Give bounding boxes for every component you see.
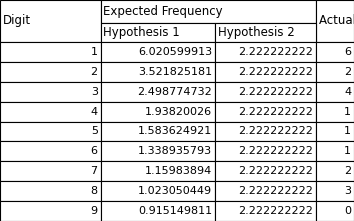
Text: 2: 2 (91, 67, 98, 77)
Bar (101, 0, 316, 23)
Bar (0, 42, 101, 62)
Bar (0, 181, 101, 201)
Text: 8: 8 (91, 186, 98, 196)
Text: 1.15983894: 1.15983894 (145, 166, 212, 176)
Text: 3.521825181: 3.521825181 (138, 67, 212, 77)
Text: 2.222222222: 2.222222222 (238, 186, 313, 196)
Text: 5: 5 (91, 126, 98, 137)
Text: 2.222222222: 2.222222222 (238, 166, 313, 176)
Bar (101, 42, 215, 62)
Bar (101, 161, 215, 181)
Text: 7: 7 (91, 166, 98, 176)
Text: 6.020599913: 6.020599913 (138, 47, 212, 57)
Text: 2: 2 (344, 166, 351, 176)
Bar (101, 122, 215, 141)
Text: 1: 1 (344, 107, 351, 117)
Text: 6: 6 (91, 146, 98, 156)
Bar (316, 42, 354, 62)
Text: 1.338935793: 1.338935793 (138, 146, 212, 156)
Bar (101, 141, 215, 161)
Bar (101, 102, 215, 122)
Bar (316, 181, 354, 201)
Bar (101, 82, 215, 102)
Bar (0, 141, 101, 161)
Text: 0: 0 (344, 206, 351, 216)
Bar (215, 201, 316, 221)
Bar (215, 122, 316, 141)
Text: 2.222222222: 2.222222222 (238, 67, 313, 77)
Text: 2.222222222: 2.222222222 (238, 206, 313, 216)
Text: 1: 1 (91, 47, 98, 57)
Text: 6: 6 (344, 47, 351, 57)
Text: 4: 4 (344, 87, 351, 97)
Text: Expected Frequency: Expected Frequency (103, 5, 223, 18)
Bar (316, 161, 354, 181)
Bar (101, 23, 215, 42)
Text: 4: 4 (91, 107, 98, 117)
Text: 3: 3 (344, 186, 351, 196)
Text: 9: 9 (91, 206, 98, 216)
Bar (215, 42, 316, 62)
Bar (316, 82, 354, 102)
Text: 2.222222222: 2.222222222 (238, 126, 313, 137)
Bar (316, 0, 354, 42)
Bar (215, 23, 316, 42)
Bar (316, 62, 354, 82)
Bar (215, 161, 316, 181)
Bar (0, 0, 101, 42)
Text: Hypothesis 1: Hypothesis 1 (103, 26, 180, 39)
Bar (316, 201, 354, 221)
Text: 2.222222222: 2.222222222 (238, 107, 313, 117)
Text: Digit: Digit (3, 15, 31, 27)
Text: Actual frequency: Actual frequency (319, 15, 354, 27)
Text: 1.583624921: 1.583624921 (138, 126, 212, 137)
Bar (316, 141, 354, 161)
Text: 1.93820026: 1.93820026 (145, 107, 212, 117)
Bar (316, 102, 354, 122)
Bar (316, 122, 354, 141)
Bar (0, 62, 101, 82)
Text: 2.222222222: 2.222222222 (238, 146, 313, 156)
Bar (215, 102, 316, 122)
Text: 1.023050449: 1.023050449 (138, 186, 212, 196)
Text: 0.915149811: 0.915149811 (138, 206, 212, 216)
Bar (0, 161, 101, 181)
Bar (215, 82, 316, 102)
Text: 2.498774732: 2.498774732 (137, 87, 212, 97)
Bar (0, 122, 101, 141)
Text: 2.222222222: 2.222222222 (238, 87, 313, 97)
Bar (215, 141, 316, 161)
Bar (101, 62, 215, 82)
Bar (215, 181, 316, 201)
Text: 3: 3 (91, 87, 98, 97)
Text: 1: 1 (344, 146, 351, 156)
Bar (0, 102, 101, 122)
Bar (0, 82, 101, 102)
Bar (0, 201, 101, 221)
Bar (101, 201, 215, 221)
Text: 2: 2 (344, 67, 351, 77)
Text: Hypothesis 2: Hypothesis 2 (218, 26, 295, 39)
Text: 1: 1 (344, 126, 351, 137)
Text: 2.222222222: 2.222222222 (238, 47, 313, 57)
Bar (101, 181, 215, 201)
Bar (215, 62, 316, 82)
